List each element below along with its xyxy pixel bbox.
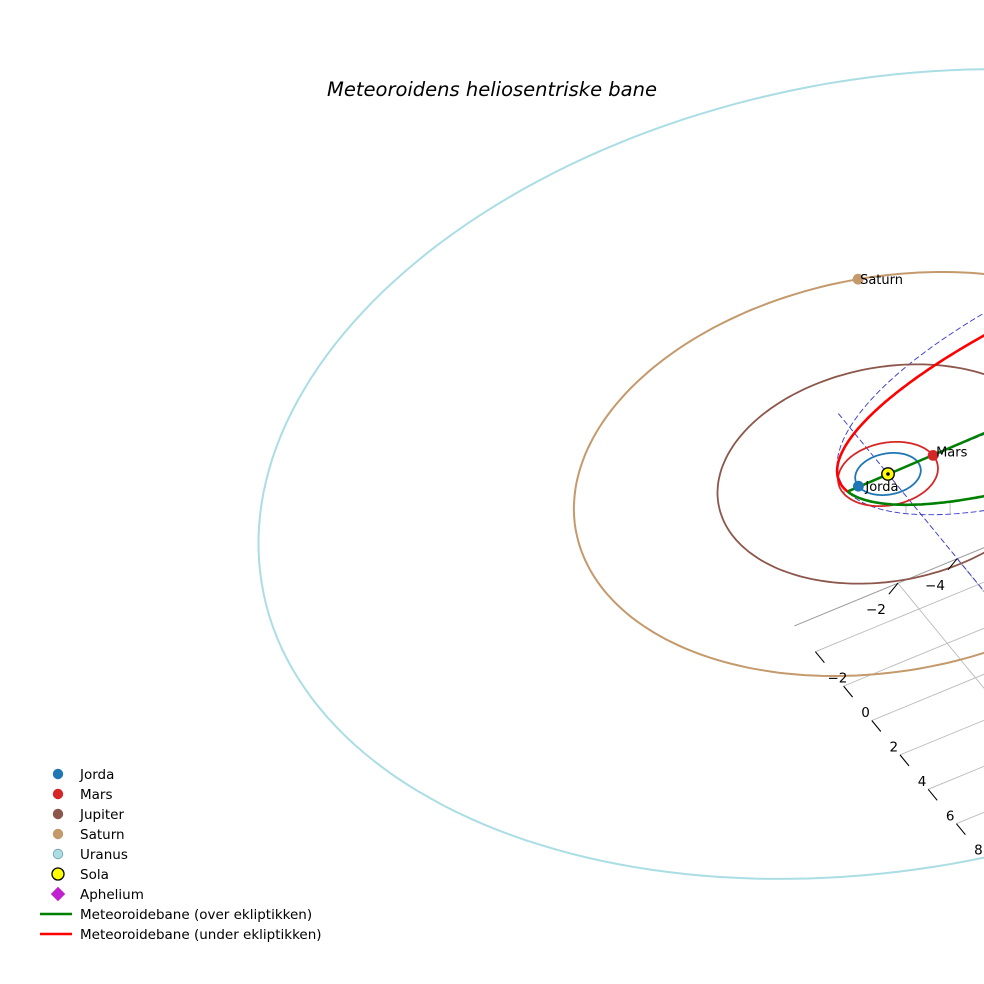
meteoroid-orbit-above [846, 431, 984, 507]
marker-sola-core [886, 472, 890, 476]
legend-marker-sola [51, 867, 65, 881]
y-tick: 0 [861, 705, 870, 721]
x-tick: −2 [866, 602, 886, 618]
legend-label-4: Uranus [80, 847, 128, 863]
legend-label-8: Meteoroidebane (under ekliptikken) [80, 927, 322, 943]
legend-label-3: Saturn [80, 827, 125, 843]
body-labels: Jorda Mars Saturn [860, 273, 968, 495]
meteoroid-orbit-below [835, 334, 984, 493]
legend-marker-mars [52, 788, 64, 800]
y-tick: 8 [974, 843, 983, 859]
y-tick-mark [899, 754, 910, 767]
gridline [843, 627, 984, 687]
axes-pane [794, 547, 984, 858]
orbit-droplines [905, 501, 951, 515]
y-tick: 2 [890, 740, 899, 756]
legend-label-5: Sola [80, 867, 109, 883]
body-markers [852, 273, 939, 492]
y-tick: 4 [918, 774, 927, 790]
meteoroid-orbit [835, 334, 984, 507]
legend-marker-jorda [52, 768, 64, 780]
projection-y-axis [838, 413, 984, 592]
y-tick-mark [871, 720, 882, 732]
legend-marker-uranus [52, 848, 64, 860]
gridline [815, 581, 984, 653]
legend-label-1: Mars [80, 787, 113, 803]
x-tick-mark [888, 582, 899, 595]
gridline [897, 582, 984, 689]
x-tick-mark [947, 558, 958, 571]
page-title: Meteoroidens heliosentriske bane [327, 78, 657, 101]
planet-orbits [257, 68, 984, 880]
projection-jupiter [717, 363, 984, 585]
legend-label-0: Jorda [79, 767, 114, 783]
gridline [871, 673, 984, 721]
marker-mars [927, 449, 939, 461]
ecliptic-projection-lines [258, 68, 984, 880]
axes-panes [794, 547, 984, 858]
legend-label-7: Meteoroidebane (over ekliptikken) [80, 907, 312, 923]
x-tick: −4 [925, 578, 945, 594]
y-tick-mark [843, 685, 854, 698]
legend-marker-aphelium [50, 886, 66, 902]
legend-marker-saturn [52, 828, 64, 840]
orbit-uranus [257, 68, 984, 880]
mars-label: Mars [936, 445, 968, 460]
projection-meteoroid [836, 312, 984, 516]
legend: Jorda Mars Jupiter Saturn Uranus Sola Aphelium… [40, 767, 322, 943]
legend-label-2: Jupiter [79, 807, 124, 823]
legend-marker-jupiter [52, 808, 64, 820]
orbit-saturn [572, 271, 984, 677]
saturn-label: Saturn [860, 273, 903, 288]
orbit-jupiter [716, 363, 984, 585]
marker-jorda [853, 480, 864, 492]
y-tick: 6 [946, 808, 955, 824]
axis-ticks: −18−16−14−12−10−8−6−4−2−2024681012148642… [814, 558, 983, 859]
jorda-label: Jorda [864, 480, 898, 495]
legend-label-6: Aphelium [80, 887, 144, 903]
projection-uranus [258, 68, 984, 880]
y-tick-mark [927, 788, 938, 801]
y-tick-mark [955, 823, 966, 836]
y-tick-mark [814, 651, 825, 664]
marker-saturn [852, 273, 864, 285]
y-tick: −2 [827, 671, 847, 687]
